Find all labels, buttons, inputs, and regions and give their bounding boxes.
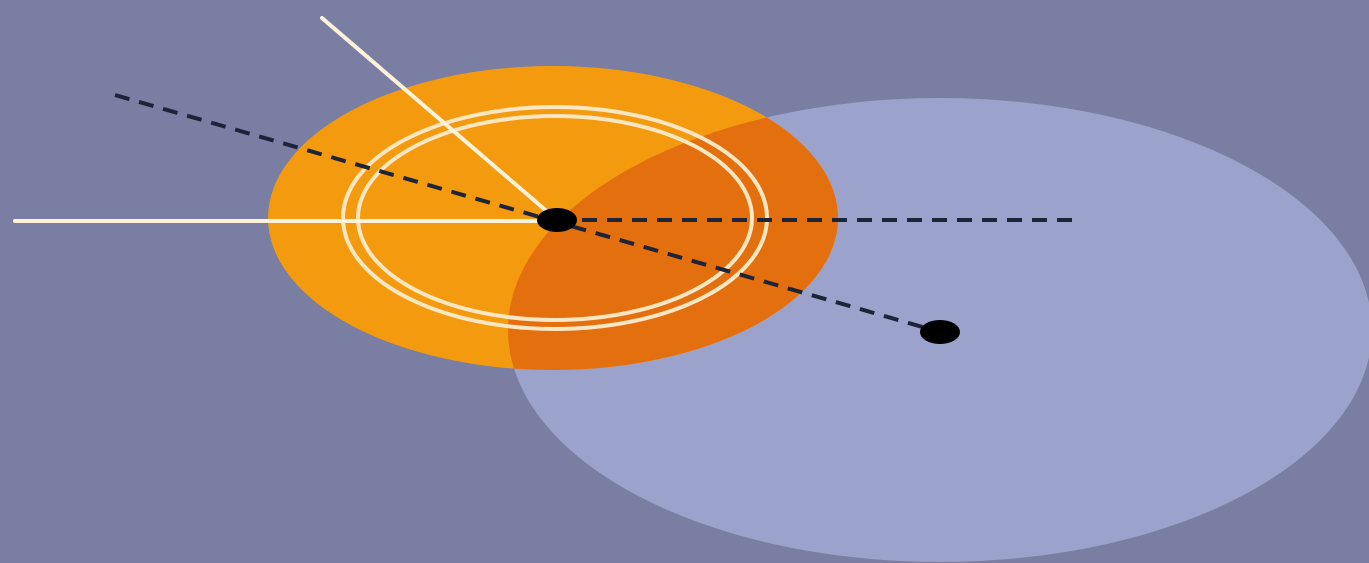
- center-point: [537, 208, 577, 232]
- inner-ring: [356, 114, 754, 322]
- diagonal-reference-line: [320, 16, 559, 222]
- diagonal-dashed-line: [114, 93, 941, 334]
- overlap-region: [508, 98, 838, 370]
- offset-point: [920, 320, 960, 344]
